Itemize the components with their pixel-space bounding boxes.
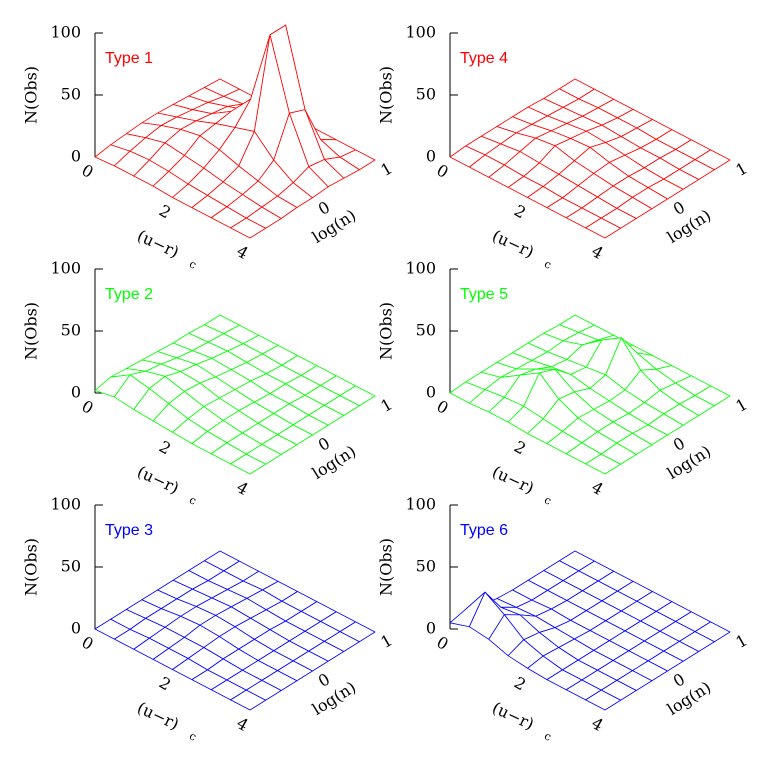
- panel-title: Type 1: [105, 50, 153, 67]
- x-tick-label: 4: [233, 477, 251, 499]
- z-tick-label: 0: [426, 147, 436, 166]
- z-tick-label: 50: [61, 85, 81, 104]
- z-tick-label: 100: [405, 495, 436, 514]
- x-axis-label: (u−r): [134, 462, 182, 498]
- panel: 0 50 100 N(Obs) Type 3 0 2 4 (u−r) c 0 1 log(n): [22, 495, 396, 744]
- y-axis-label: log(n): [309, 677, 360, 718]
- z-tick-label: 50: [416, 85, 436, 104]
- x-axis-label-sub: c: [542, 257, 553, 271]
- z-tick-label: 100: [50, 495, 81, 514]
- y-tick-label: 1: [377, 630, 395, 652]
- x-tick-label: 2: [156, 437, 174, 459]
- z-tick-label: 0: [426, 619, 436, 638]
- y-tick-label: 0: [670, 197, 688, 219]
- panel-title: Type 6: [460, 522, 508, 539]
- x-axis-label-sub: c: [187, 729, 198, 743]
- x-tick-label: 4: [233, 713, 251, 735]
- x-tick-label: 0: [433, 396, 451, 418]
- z-tick-label: 50: [416, 321, 436, 340]
- z-axis-label: N(Obs): [22, 66, 41, 124]
- z-tick-label: 0: [71, 147, 81, 166]
- surface-cell: [230, 453, 267, 475]
- panel-title: Type 3: [105, 522, 153, 539]
- x-tick-label: 4: [588, 477, 606, 499]
- z-axis-label: N(Obs): [22, 538, 41, 596]
- x-axis-label-sub: c: [187, 493, 198, 507]
- panel: 0 50 100 N(Obs) Type 2 0 2 4 (u−r) c 0 1 log(n): [22, 259, 396, 508]
- panel: 0 50 100 N(Obs) Type 5 0 2 4 (u−r) c 0 1 log(n): [377, 259, 751, 508]
- z-axis-label: N(Obs): [377, 538, 396, 596]
- x-axis-label-sub: c: [187, 257, 198, 271]
- panel-title: Type 2: [105, 286, 153, 303]
- x-tick-label: 2: [511, 437, 529, 459]
- x-tick-label: 2: [156, 201, 174, 223]
- x-axis-label-sub: c: [542, 729, 553, 743]
- panel: 0 50 100 N(Obs) Type 6 0 2 4 (u−r) c 0 1 log(n): [377, 495, 751, 744]
- x-tick-label: 0: [78, 396, 96, 418]
- z-tick-label: 100: [405, 23, 436, 42]
- x-axis-label: (u−r): [134, 698, 182, 734]
- x-tick-label: 0: [433, 160, 451, 182]
- z-tick-label: 0: [426, 383, 436, 402]
- y-tick-label: 1: [377, 158, 395, 180]
- y-tick-label: 0: [315, 433, 333, 455]
- surface-cell: [230, 217, 267, 239]
- x-axis-label: (u−r): [489, 698, 537, 734]
- panel-title: Type 4: [460, 50, 508, 67]
- z-tick-label: 50: [61, 557, 81, 576]
- x-tick-label: 2: [511, 201, 529, 223]
- x-axis-label: (u−r): [489, 462, 537, 498]
- z-axis-label: N(Obs): [377, 302, 396, 360]
- z-tick-label: 50: [416, 557, 436, 576]
- y-tick-label: 0: [315, 197, 333, 219]
- surface-cell: [585, 453, 622, 475]
- x-tick-label: 2: [156, 673, 174, 695]
- x-tick-label: 0: [433, 632, 451, 654]
- x-axis-label: (u−r): [134, 226, 182, 262]
- y-tick-label: 1: [732, 394, 750, 416]
- x-tick-label: 4: [588, 713, 606, 735]
- y-axis-label: log(n): [309, 205, 360, 246]
- y-tick-label: 0: [670, 433, 688, 455]
- panel: 0 50 100 N(Obs) Type 1 0 2 4 (u−r) c 0 1 log(n): [22, 23, 396, 272]
- x-axis-label: (u−r): [489, 226, 537, 262]
- y-axis-label: log(n): [664, 441, 715, 482]
- z-tick-label: 100: [50, 23, 81, 42]
- y-tick-label: 0: [315, 669, 333, 691]
- y-axis-label: log(n): [664, 205, 715, 246]
- z-axis-label: N(Obs): [22, 302, 41, 360]
- x-axis-label-sub: c: [542, 493, 553, 507]
- x-tick-label: 4: [233, 241, 251, 263]
- surface-cell: [585, 217, 622, 239]
- y-tick-label: 0: [670, 669, 688, 691]
- z-tick-label: 0: [71, 383, 81, 402]
- x-tick-label: 2: [511, 673, 529, 695]
- panel-title: Type 5: [460, 286, 508, 303]
- z-tick-label: 100: [50, 259, 81, 278]
- surface-cell: [230, 689, 267, 711]
- y-tick-label: 1: [732, 158, 750, 180]
- z-tick-label: 50: [61, 321, 81, 340]
- x-tick-label: 0: [78, 160, 96, 182]
- surface-cell: [585, 689, 622, 711]
- y-tick-label: 1: [732, 630, 750, 652]
- z-tick-label: 0: [71, 619, 81, 638]
- x-tick-label: 0: [78, 632, 96, 654]
- y-axis-label: log(n): [309, 441, 360, 482]
- y-axis-label: log(n): [664, 677, 715, 718]
- panel: 0 50 100 N(Obs) Type 4 0 2 4 (u−r) c 0 1 log(n): [377, 23, 751, 272]
- z-tick-label: 100: [405, 259, 436, 278]
- z-axis-label: N(Obs): [377, 66, 396, 124]
- y-tick-label: 1: [377, 394, 395, 416]
- x-tick-label: 4: [588, 241, 606, 263]
